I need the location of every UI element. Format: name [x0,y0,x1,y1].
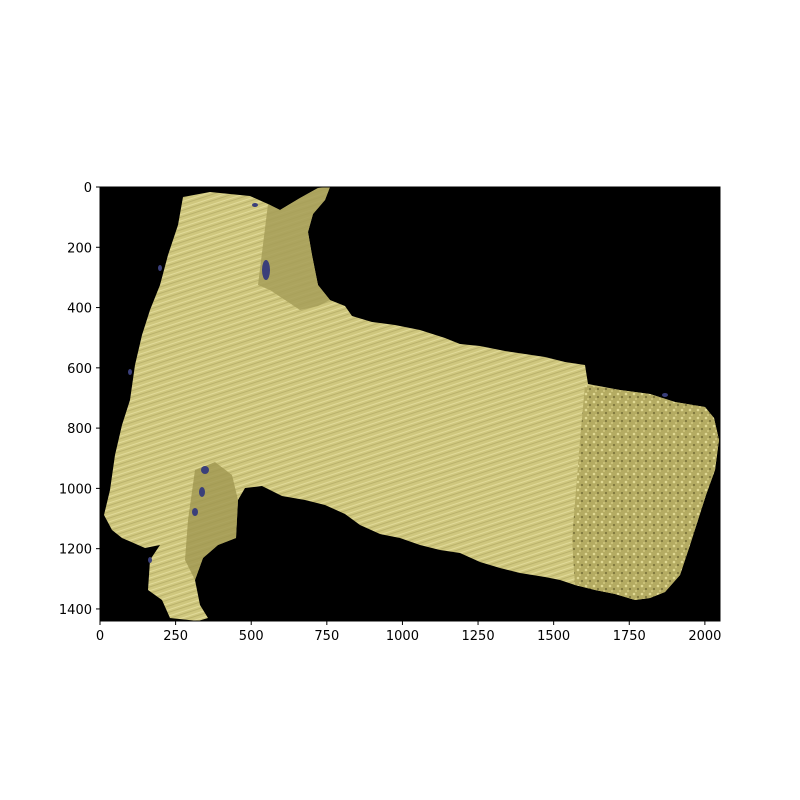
x-tick-label: 500 [239,629,264,644]
tissue-section-image [104,187,719,621]
y-tick-label: 800 [67,422,92,437]
axes-frame [99,186,721,622]
tissue-granular-region [572,385,719,600]
x-tick-label: 1250 [462,629,495,644]
x-tick-label: 0 [96,629,104,644]
x-tick-label: 2000 [688,629,721,644]
y-tick-label: 1400 [59,603,92,618]
x-tick-label: 250 [163,629,188,644]
x-tick-label: 1500 [537,629,570,644]
y-tick-label: 600 [67,362,92,377]
x-axis: 0 250 500 750 1000 1250 1500 1750 2000 [96,621,721,644]
y-axis: 0 200 400 600 800 1000 1200 1400 [59,181,100,618]
y-tick-label: 400 [67,302,92,317]
stain-flecks [128,203,668,563]
y-tick-label: 200 [67,241,92,256]
x-tick-label: 750 [314,629,339,644]
x-tick-label: 1000 [386,629,419,644]
y-tick-label: 1000 [59,482,92,497]
y-tick-label: 0 [84,181,92,196]
tissue-main-body [104,187,719,621]
tissue-notch-region [258,187,330,310]
x-tick-label: 1750 [613,629,646,644]
y-tick-label: 1200 [59,543,92,558]
tissue-lower-left-region [185,462,238,580]
